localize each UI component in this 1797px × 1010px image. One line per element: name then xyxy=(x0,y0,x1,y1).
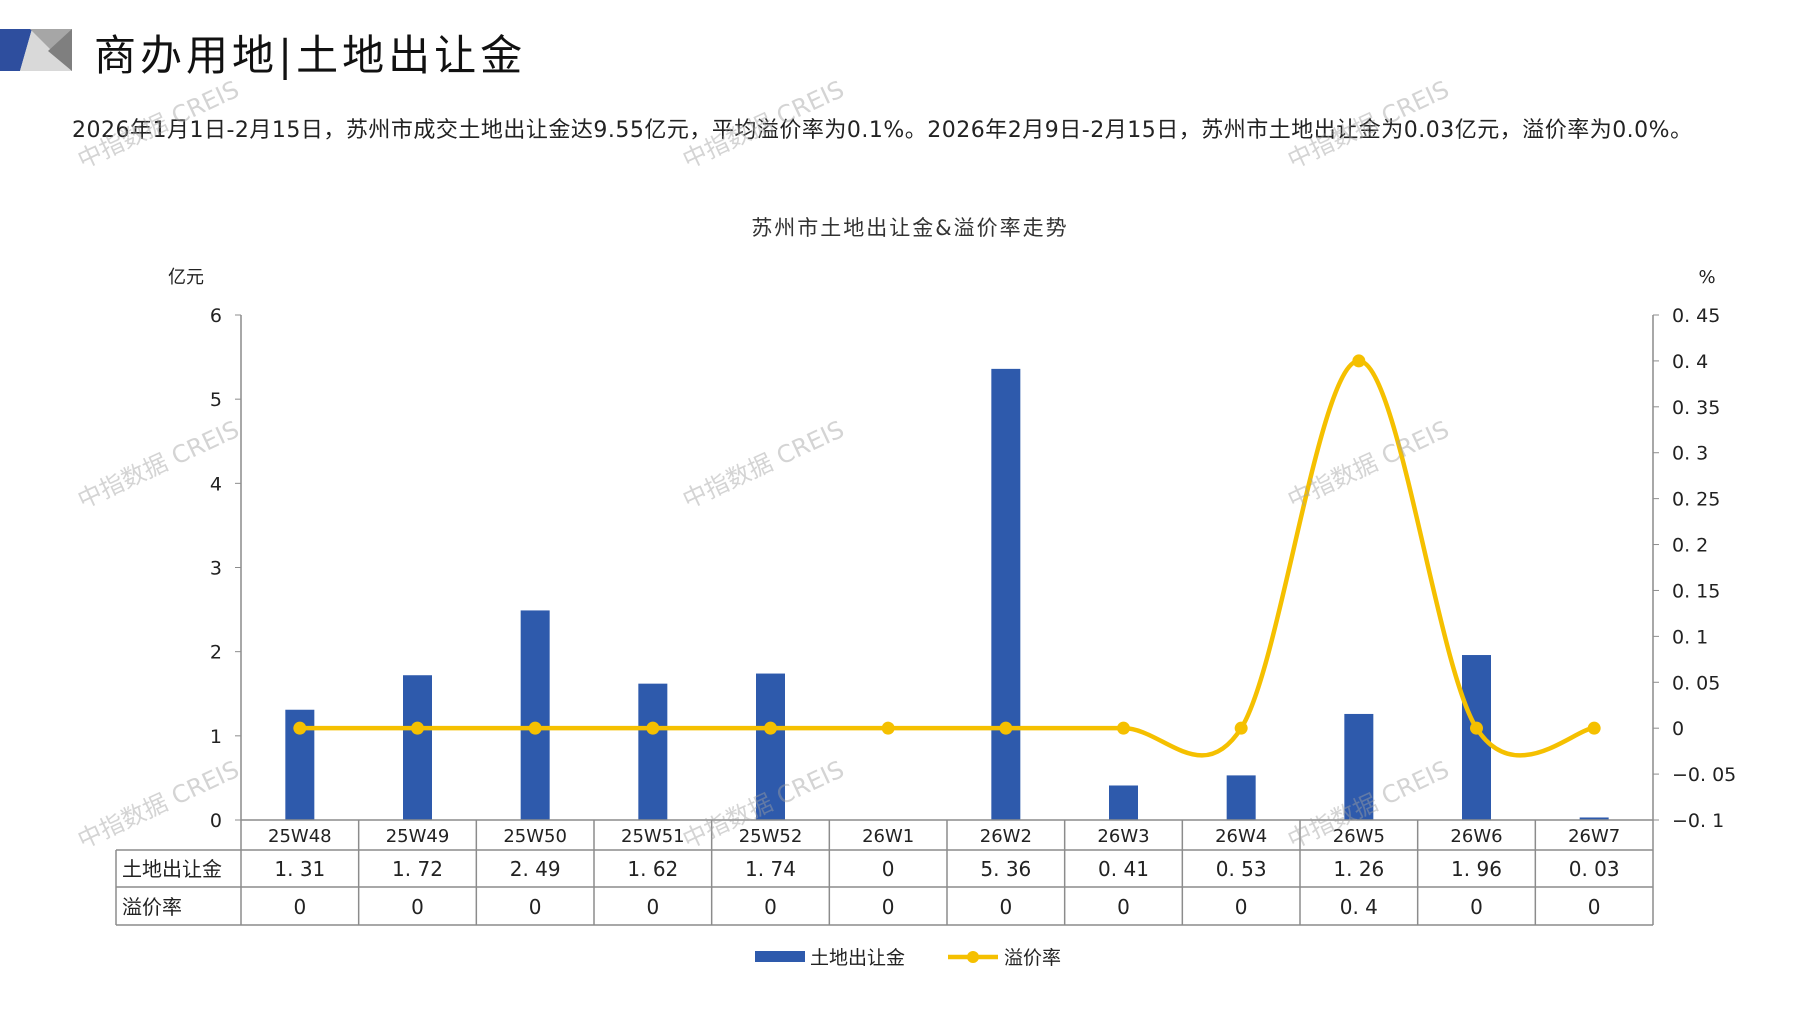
left-tick-label: 5 xyxy=(210,389,222,411)
data-label-premium-rate: 0 xyxy=(411,895,424,919)
data-label-land-fee: 1. 96 xyxy=(1451,857,1502,881)
point-25W52 xyxy=(764,721,777,735)
data-label-premium-rate: 0 xyxy=(999,895,1012,919)
page-title: 商办用地|土地出让金 xyxy=(94,31,527,80)
right-tick-label: −0. 1 xyxy=(1672,810,1724,832)
data-label-premium-rate: 0 xyxy=(1117,895,1130,919)
data-label-premium-rate: 0 xyxy=(882,895,895,919)
right-tick-label: 0. 35 xyxy=(1672,397,1720,419)
left-axis-unit: 亿元 xyxy=(168,267,204,288)
left-tick-label: 2 xyxy=(210,642,222,664)
category-label: 25W50 xyxy=(503,826,567,847)
legend-label-line: 溢价率 xyxy=(1004,947,1061,969)
right-tick-label: 0. 4 xyxy=(1672,351,1708,373)
left-tick-label: 0 xyxy=(210,810,222,832)
left-tick-label: 4 xyxy=(210,473,222,495)
right-tick-label: 0. 2 xyxy=(1672,535,1708,557)
category-label: 25W48 xyxy=(268,826,332,847)
bar-25W52 xyxy=(756,673,785,820)
data-label-premium-rate: 0 xyxy=(293,895,306,919)
bar-25W51 xyxy=(638,683,668,820)
point-25W50 xyxy=(528,721,542,735)
chart-title: 苏州市土地出让金&溢价率走势 xyxy=(751,216,1068,240)
row-header-land-fee: 土地出让金 xyxy=(122,857,222,881)
legend-marker-line xyxy=(967,951,979,963)
data-label-premium-rate: 0 xyxy=(1470,895,1483,919)
bar-26W2 xyxy=(991,368,1021,820)
legend-swatch-bar xyxy=(755,951,805,962)
data-label-premium-rate: 0 xyxy=(1235,895,1248,919)
bar-26W7 xyxy=(1579,817,1609,820)
data-label-premium-rate: 0 xyxy=(1588,895,1601,919)
data-label-premium-rate: 0 xyxy=(529,895,542,919)
data-label-land-fee: 1. 62 xyxy=(627,857,678,881)
left-tick-label: 1 xyxy=(210,726,222,748)
point-26W6 xyxy=(1470,721,1483,735)
right-tick-label: 0. 25 xyxy=(1672,489,1720,511)
legend-label-bar: 土地出让金 xyxy=(810,947,905,969)
data-label-land-fee: 1. 26 xyxy=(1333,857,1384,881)
category-label: 25W51 xyxy=(621,826,685,847)
category-label: 26W5 xyxy=(1333,826,1385,847)
data-label-land-fee: 1. 31 xyxy=(274,857,325,881)
point-26W1 xyxy=(881,721,895,735)
right-tick-label: 0. 3 xyxy=(1672,443,1708,465)
line-premium-rate xyxy=(299,358,1595,758)
bar-25W50 xyxy=(520,610,550,820)
category-label: 26W4 xyxy=(1215,826,1267,847)
data-label-land-fee: 2. 49 xyxy=(510,857,561,881)
point-25W49 xyxy=(411,721,424,735)
left-tick-label: 3 xyxy=(210,558,222,580)
category-label: 26W2 xyxy=(980,826,1032,847)
data-label-land-fee: 5. 36 xyxy=(980,857,1031,881)
right-tick-label: 0. 1 xyxy=(1672,626,1708,648)
data-label-land-fee: 0 xyxy=(882,857,895,881)
category-label: 25W49 xyxy=(386,826,450,847)
data-label-land-fee: 1. 74 xyxy=(745,857,796,881)
category-label: 26W1 xyxy=(862,826,914,847)
data-label-premium-rate: 0 xyxy=(646,895,659,919)
category-label: 26W6 xyxy=(1450,826,1502,847)
right-tick-label: 0. 05 xyxy=(1672,672,1720,694)
bar-26W6 xyxy=(1462,655,1491,820)
right-axis-unit: % xyxy=(1698,267,1715,288)
data-label-premium-rate: 0 xyxy=(764,895,777,919)
point-26W3 xyxy=(1117,721,1130,735)
right-tick-label: 0 xyxy=(1672,718,1684,740)
right-tick-label: 0. 15 xyxy=(1672,580,1720,602)
category-label: 26W7 xyxy=(1568,826,1620,847)
point-26W2 xyxy=(999,721,1013,735)
bar-26W4 xyxy=(1226,775,1256,820)
bar-25W49 xyxy=(403,675,432,820)
point-26W4 xyxy=(1234,721,1248,735)
point-25W48 xyxy=(293,721,307,735)
right-tick-label: 0. 45 xyxy=(1672,305,1720,327)
left-tick-label: 6 xyxy=(210,305,222,327)
data-label-land-fee: 0. 41 xyxy=(1098,857,1149,881)
data-label-land-fee: 0. 03 xyxy=(1569,857,1620,881)
category-label: 25W52 xyxy=(739,826,803,847)
bar-26W5 xyxy=(1344,713,1374,820)
row-header-premium-rate: 溢价率 xyxy=(122,895,182,919)
data-label-premium-rate: 0. 4 xyxy=(1340,895,1378,919)
point-25W51 xyxy=(646,721,660,735)
data-label-land-fee: 0. 53 xyxy=(1216,857,1267,881)
summary-text: 2026年1月1日-2月15日，苏州市成交土地出让金达9.55亿元，平均溢价率为… xyxy=(72,118,1693,143)
right-tick-label: −0. 05 xyxy=(1672,764,1736,786)
bar-26W3 xyxy=(1109,785,1138,820)
point-26W7 xyxy=(1587,721,1601,735)
brand-logo xyxy=(0,29,72,71)
data-label-land-fee: 1. 72 xyxy=(392,857,443,881)
point-26W5 xyxy=(1352,354,1366,368)
category-label: 26W3 xyxy=(1097,826,1149,847)
